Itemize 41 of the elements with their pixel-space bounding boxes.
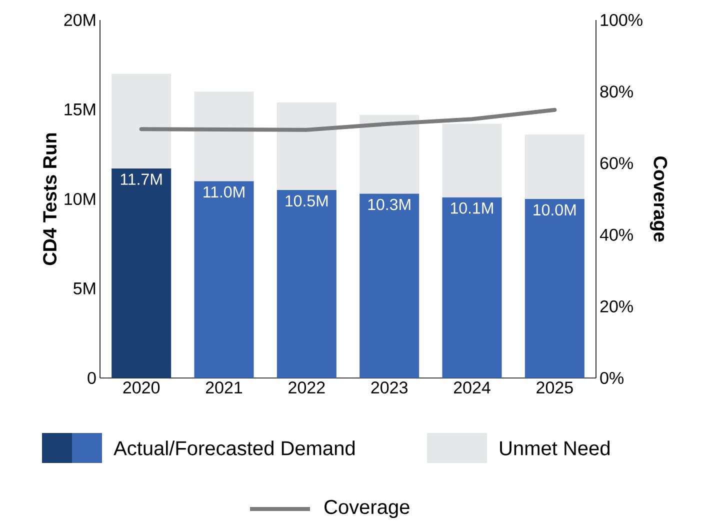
y-tick-label: 15M: [64, 103, 96, 116]
y2-tick-label: 40%: [600, 228, 633, 241]
data-label: 10.0M: [534, 204, 576, 216]
bar: [442, 197, 502, 378]
data-label: 10.3M: [368, 198, 410, 210]
y2-axis-title: Coverage: [650, 156, 668, 242]
y-axis-title: CD4 Tests Run: [43, 133, 57, 265]
legend-label: Coverage: [324, 500, 410, 518]
bar: [194, 91, 254, 181]
data-label: 10.5M: [286, 195, 328, 206]
y2-tick-label: 100%: [600, 14, 642, 26]
y-tick-label: 20M: [64, 14, 96, 26]
bar: [524, 198, 584, 378]
x-tick-label: 2023: [371, 381, 408, 394]
bar: [112, 74, 172, 168]
bar: [112, 168, 172, 378]
line-series: [139, 108, 557, 132]
bar: [360, 114, 420, 194]
y2-tick-label: 80%: [600, 85, 633, 98]
data-label: 10.1M: [450, 202, 493, 214]
x-tick-label: 2025: [536, 381, 573, 394]
x-tick-label: 2024: [454, 381, 490, 394]
y2-tick-label: 0%: [600, 372, 624, 384]
bar: [524, 134, 584, 199]
legend-label: Actual/Forecasted Demand: [114, 440, 355, 456]
data-label: 11.0M: [204, 186, 244, 198]
y2-tick-label: 60%: [600, 156, 633, 170]
x-tick-label: 2021: [206, 381, 242, 394]
y-tick-label: 0: [88, 372, 96, 384]
bar: [360, 193, 420, 378]
bar: [194, 180, 254, 378]
bar: [276, 102, 336, 190]
legend-label: Unmet Need: [500, 440, 610, 456]
x-tick-label: 2020: [123, 381, 160, 394]
bar: [442, 124, 502, 198]
x-tick-label: 2022: [288, 381, 325, 394]
y-tick-label: 10M: [64, 192, 96, 205]
y2-tick-label: 20%: [600, 300, 633, 312]
y-tick-label: 5M: [74, 282, 96, 294]
data-label: 11.7M: [120, 174, 162, 185]
bar: [276, 190, 336, 378]
